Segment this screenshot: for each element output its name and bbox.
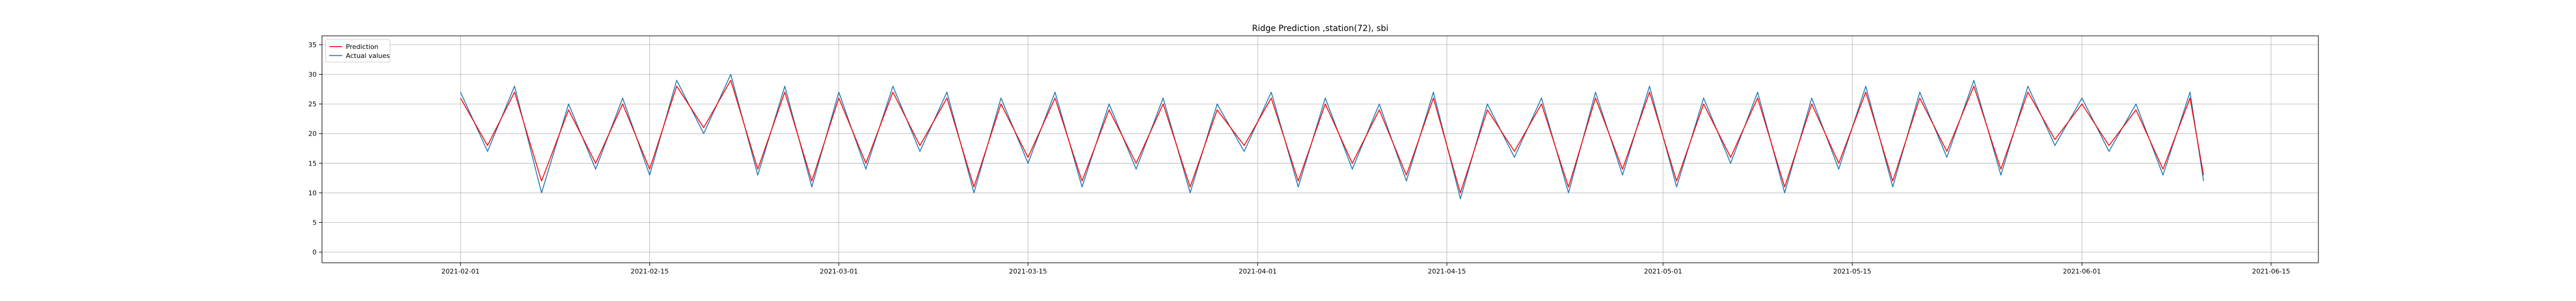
x-tick-label: 2021-02-15 [631, 268, 669, 275]
plot-frame [321, 35, 2319, 263]
x-tick-label: 2021-05-15 [1833, 268, 1871, 275]
x-axis: 2021-02-01 2021-02-15 2021-03-01 2021-03-15… [441, 263, 2290, 275]
y-tick-label: 5 [312, 219, 317, 227]
series-line-actual-values [460, 73, 2205, 199]
x-tick-label: 2021-04-01 [1239, 268, 1277, 275]
x-tick-label: 2021-04-15 [1428, 268, 1466, 275]
x-tick-label: 2021-03-15 [1009, 268, 1047, 275]
legend-label: Actual values [346, 52, 390, 60]
grid-layer [322, 36, 2318, 263]
y-tick-label: 15 [308, 159, 317, 167]
x-tick-label: 2021-06-01 [2063, 268, 2101, 275]
y-tick-label: 0 [312, 248, 317, 256]
series-line-prediction [460, 79, 2205, 194]
y-tick-label: 20 [308, 130, 317, 138]
y-tick-label: 35 [308, 41, 317, 49]
x-tick-label: 2021-05-01 [1644, 268, 1682, 275]
y-tick-label: 30 [308, 70, 317, 78]
legend-box [325, 39, 391, 63]
y-tick-label: 25 [308, 100, 317, 108]
y-axis: 0 5 10 15 20 25 30 35 [308, 41, 322, 256]
x-tick-label: 2021-03-01 [820, 268, 858, 275]
series-layer [460, 73, 2205, 199]
x-tick-label: 2021-02-01 [441, 268, 479, 275]
x-tick-label: 2021-06-15 [2252, 268, 2290, 275]
chart-title: Ridge Prediction ,station(72), sbi [1252, 24, 1389, 33]
legend-label: Prediction [346, 43, 379, 51]
y-tick-label: 10 [308, 189, 317, 197]
